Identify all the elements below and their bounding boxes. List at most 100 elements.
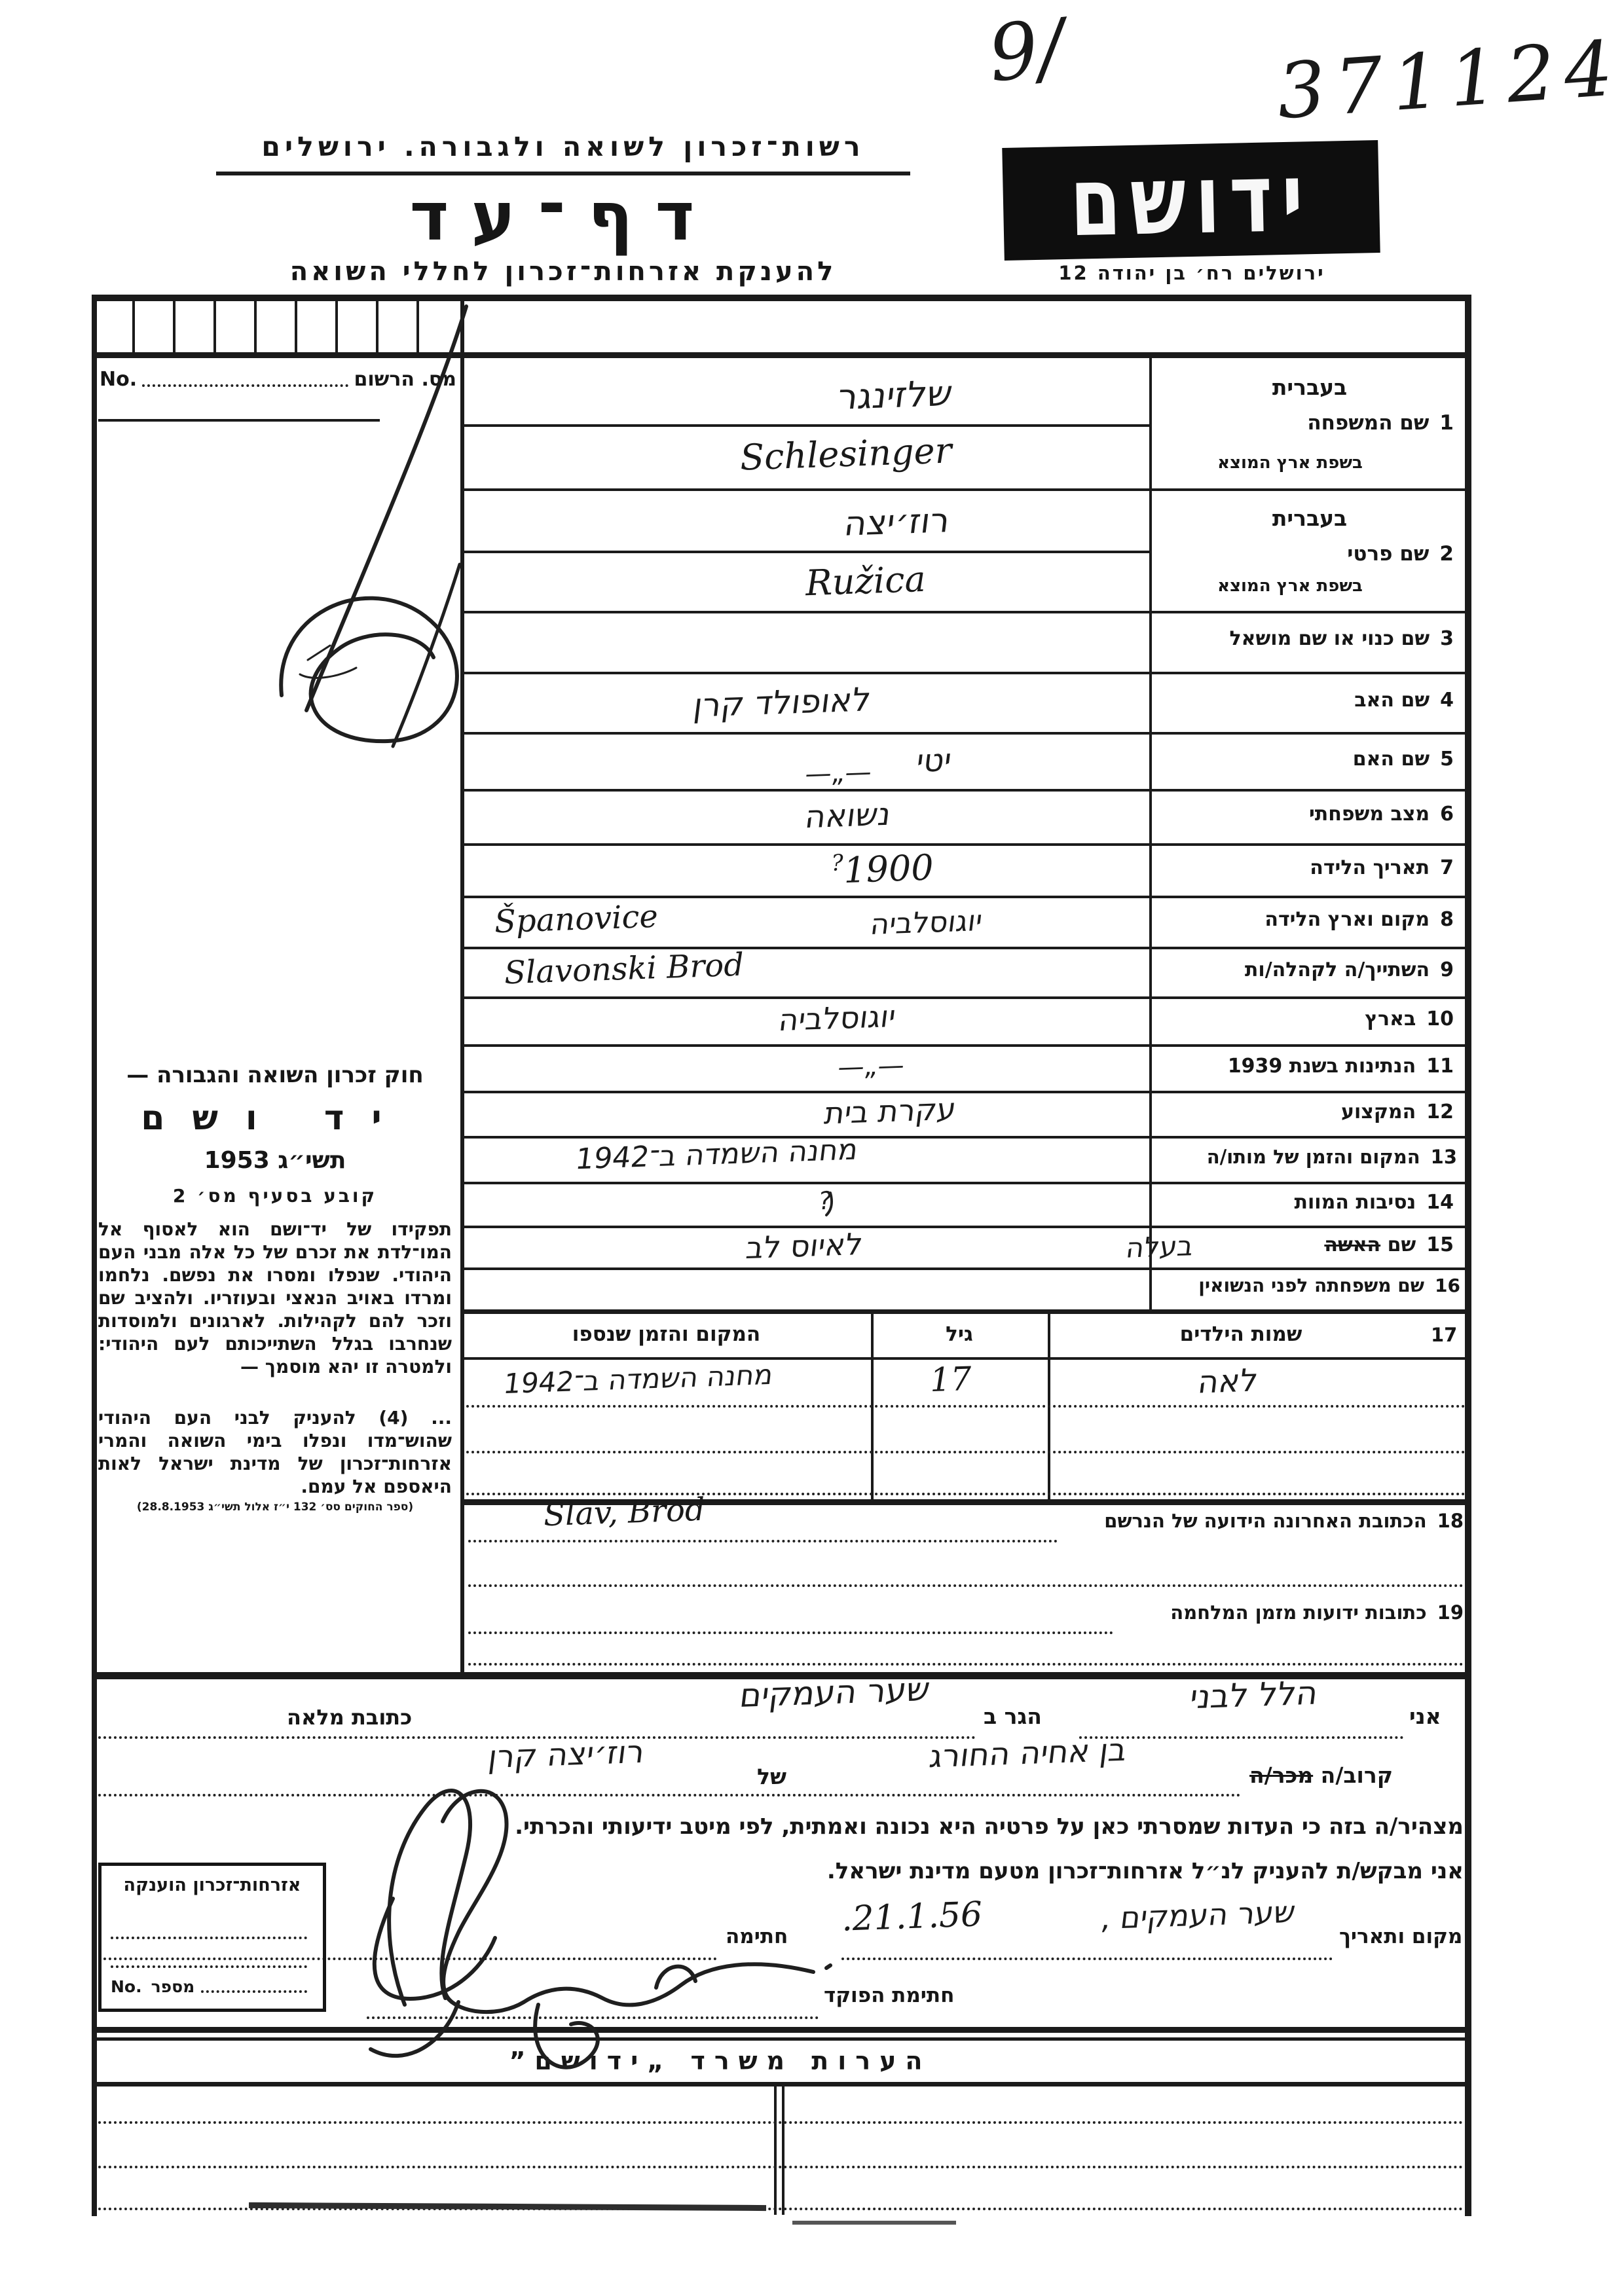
digit-cell-line	[254, 298, 257, 352]
sidebar-pen-squiggle	[299, 644, 358, 679]
child-row-age: 17	[929, 1359, 972, 1400]
remarks-center-divider-b	[782, 2086, 784, 2215]
handwritten-file-number: 371124	[1274, 24, 1624, 137]
field-7-value: 1900?	[830, 847, 934, 892]
field-line	[462, 1182, 1470, 1184]
field-2-number: 2	[1439, 542, 1454, 566]
field-15-label: 15שם האשה	[1324, 1233, 1454, 1256]
field-line	[462, 488, 1470, 491]
field-18-label: 18הכתובת האחרונה הידועה של הנרשם	[1104, 1510, 1464, 1532]
field-line	[462, 896, 1470, 898]
field-1-sublabel-top: בעברית	[1272, 374, 1348, 400]
granted-box-dots-1	[111, 1937, 307, 1939]
field-11-value: —„—	[836, 1050, 906, 1083]
children-row-line	[466, 1451, 1466, 1453]
field-15-label-struck: האשה	[1324, 1233, 1381, 1256]
official-signature-loop	[654, 1964, 697, 1990]
remarks-line	[98, 2208, 1464, 2210]
field-6-label: 6מצב משפחתי	[1308, 803, 1454, 826]
yad-vashem-logo: ידושם	[1002, 140, 1380, 261]
form-border-top	[92, 295, 1470, 301]
declaration-i-label: אני	[1409, 1704, 1441, 1729]
empty-dotted-line	[468, 1663, 1464, 1666]
field-line	[462, 1136, 1470, 1139]
field-7-question-mark: ?	[830, 850, 844, 877]
field-line	[462, 732, 1470, 735]
digit-cell-line	[132, 298, 135, 352]
field-12-label: 12המקצוע	[1340, 1101, 1454, 1123]
law-org-name: יד ושם	[141, 1099, 409, 1138]
declaration-line1-dots-a	[1079, 1736, 1403, 1739]
field-15-value: לאיוס לב	[744, 1226, 865, 1266]
granted-box-number-row: No. מספר	[111, 1977, 307, 1996]
field-11-label: 11הנתינות בשנת 1939	[1227, 1055, 1454, 1078]
digit-cell-line	[213, 298, 216, 352]
children-field-number: 17	[1431, 1324, 1458, 1346]
field-18-dotted-line	[468, 1540, 1058, 1542]
field-6-value: נשואה	[803, 795, 893, 836]
remarks-top-border	[92, 2082, 1470, 2086]
handwritten-page-mark: /9	[984, 1, 1069, 100]
authority-title: רשות־זכרון לשואה ולגבורה. ירושלים	[216, 131, 910, 175]
sidebar-pen-flick	[391, 562, 462, 748]
acquaintance-struck: מכר/ה	[1249, 1762, 1314, 1788]
granted-box-title: אזרחות־זכרון הוענקה	[123, 1875, 301, 1895]
field-line	[462, 996, 1470, 999]
granted-box-dotted-filler	[201, 1990, 307, 1993]
form-title: דף־עד	[409, 178, 717, 256]
field-13-value: מחנה השמדה ב־1942	[573, 1133, 860, 1176]
field-5-value: יטי	[914, 742, 954, 780]
field-line	[462, 1091, 1470, 1093]
registration-row-underline	[98, 419, 380, 422]
field-13-label: 13המקום והזמן של מותו/ה	[1206, 1146, 1457, 1168]
declaration-line2-dots	[98, 1794, 1241, 1796]
digit-cell-line	[295, 298, 297, 352]
field-line	[462, 1267, 1470, 1270]
remarks-center-divider-a	[774, 2086, 777, 2215]
children-row-line	[466, 1405, 1466, 1408]
sidebar-divider	[460, 295, 464, 1677]
field-line	[462, 843, 1470, 846]
children-header-bottom-line	[462, 1357, 1470, 1360]
granted-box-number-label: מספר	[151, 1977, 195, 1996]
sidebar-pen-stroke-diagonal	[304, 304, 468, 712]
field-15-annotation-husband: בעלה	[1124, 1230, 1196, 1264]
full-address-label: כתובת מלאה	[282, 1705, 418, 1730]
form-body-bottom-border	[92, 1672, 1470, 1679]
law-paragraph-2: ... (4) להעניק לבני העם היהודי שהוש־מדו …	[98, 1407, 452, 1497]
field-line	[462, 424, 1149, 427]
signature-label: חתימה	[726, 1925, 788, 1948]
field-4-value: לאופולד קרן	[691, 680, 874, 725]
relative-acquaintance-label: קרוב/ה מכר/ה	[1249, 1762, 1393, 1788]
field-19-label: 19כתובות ידועות מזמן המלחמה	[1170, 1601, 1464, 1624]
remarks-divider-thin	[92, 2037, 1470, 2041]
field-4-label: 4שם האב	[1354, 689, 1454, 712]
field-12-value: עקרת בית	[822, 1091, 959, 1131]
law-citation: (ספר החוקים סס׳ 132 י״ז אלול תשי״ג 28.8.…	[136, 1501, 414, 1514]
child-row-name: לאה	[1196, 1362, 1261, 1401]
field-7-label: 7תאריך הלידה	[1310, 856, 1454, 879]
no-dotted-filler	[142, 384, 349, 387]
official-signature-label: חתימת הפוקד	[824, 1984, 955, 2007]
label-column-divider	[1149, 357, 1152, 1311]
remarks-divider-thick	[92, 2027, 1470, 2033]
form-border-right	[1465, 295, 1471, 2216]
field-10-value: יוגוסלביה	[777, 998, 898, 1038]
field-line	[462, 1044, 1470, 1047]
field-10-label: 10בארץ	[1365, 1008, 1454, 1030]
form-border-left	[92, 295, 97, 2216]
of-label: של	[753, 1764, 790, 1789]
child-row-place: מחנה השמדה ב־1942	[501, 1358, 775, 1400]
law-clause: קובע בסעיף מס׳ 2	[172, 1185, 378, 1207]
registration-number-row: No. מס. הרשום	[100, 368, 456, 391]
field-1-value-hebrew: שלזינגר	[835, 372, 955, 418]
field-16-label: 16שם משפחתה לפני הנשואין	[1198, 1275, 1460, 1296]
official-signature-stroke	[445, 1962, 815, 2014]
field-line	[462, 672, 1470, 674]
digit-cell-line	[376, 298, 378, 352]
field-2-sublabel-bottom: בשפת ארץ המוצא	[1217, 576, 1363, 596]
field-5-label: 5שם האם	[1352, 748, 1454, 771]
field-8-label: 8מקום וארץ הלידה	[1264, 908, 1454, 931]
children-col-place-header: המקום והזמן שנספו	[572, 1322, 761, 1346]
declaration-request: אני מבקש/ת להעניק לנ״ל אזרחות־זכרון מטעם…	[826, 1858, 1464, 1884]
